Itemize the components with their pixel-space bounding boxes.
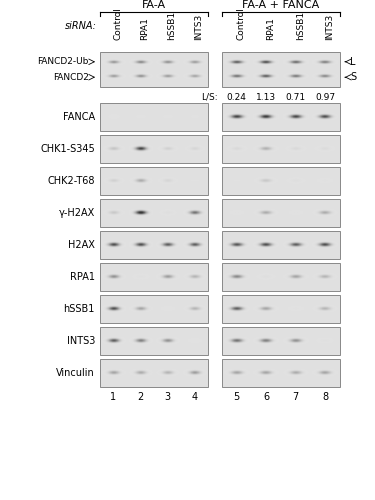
Text: hSSB1: hSSB1	[64, 304, 95, 314]
Text: 4: 4	[191, 392, 198, 402]
Text: RPA1: RPA1	[141, 17, 150, 40]
Bar	[222, 135, 340, 163]
Text: 3: 3	[164, 392, 171, 402]
Bar	[100, 263, 208, 291]
Bar	[222, 295, 340, 323]
Text: FANCA: FANCA	[63, 112, 95, 122]
Text: L/S:: L/S:	[201, 93, 218, 102]
Text: L: L	[350, 57, 355, 67]
Text: CHK1-S345: CHK1-S345	[40, 144, 95, 154]
Text: H2AX: H2AX	[68, 240, 95, 250]
Bar	[222, 327, 340, 355]
Text: hSSB1: hSSB1	[296, 11, 305, 40]
Bar	[222, 167, 340, 195]
Bar	[100, 52, 208, 87]
Text: Vinculin: Vinculin	[56, 368, 95, 378]
Text: hSSB1: hSSB1	[168, 11, 177, 40]
Bar	[222, 263, 340, 291]
Bar	[100, 135, 208, 163]
Bar	[222, 231, 340, 259]
Text: FA-A + FANCA: FA-A + FANCA	[242, 0, 320, 10]
Bar	[100, 327, 208, 355]
Text: INTS3: INTS3	[195, 14, 204, 40]
Bar	[222, 52, 340, 87]
Bar	[100, 167, 208, 195]
Text: 1.13: 1.13	[256, 93, 276, 102]
Bar	[100, 231, 208, 259]
Text: INTS3: INTS3	[67, 336, 95, 346]
Text: 0.24: 0.24	[227, 93, 247, 102]
Bar	[100, 103, 208, 131]
Bar	[222, 199, 340, 227]
Text: INTS3: INTS3	[325, 14, 334, 40]
Text: 6: 6	[263, 392, 269, 402]
Text: γ-H2AX: γ-H2AX	[59, 208, 95, 218]
Bar	[100, 295, 208, 323]
Bar	[100, 199, 208, 227]
Text: RPA1: RPA1	[70, 272, 95, 282]
Text: Control: Control	[237, 7, 246, 40]
Text: RPA1: RPA1	[266, 17, 275, 40]
Text: S: S	[350, 72, 356, 82]
Bar	[222, 103, 340, 131]
Text: 7: 7	[292, 392, 299, 402]
Text: 2: 2	[137, 392, 144, 402]
Text: CHK2-T68: CHK2-T68	[48, 176, 95, 186]
Text: 8: 8	[322, 392, 328, 402]
Text: 0.97: 0.97	[315, 93, 335, 102]
Text: siRNA:: siRNA:	[65, 21, 97, 31]
Text: FA-A: FA-A	[142, 0, 166, 10]
Text: 0.71: 0.71	[286, 93, 306, 102]
Text: 5: 5	[234, 392, 240, 402]
Bar	[100, 359, 208, 387]
Text: FANCD2-Ub: FANCD2-Ub	[38, 58, 89, 66]
Text: FANCD2: FANCD2	[53, 72, 89, 82]
Text: Control: Control	[114, 7, 123, 40]
Text: 1: 1	[110, 392, 117, 402]
Bar	[222, 359, 340, 387]
